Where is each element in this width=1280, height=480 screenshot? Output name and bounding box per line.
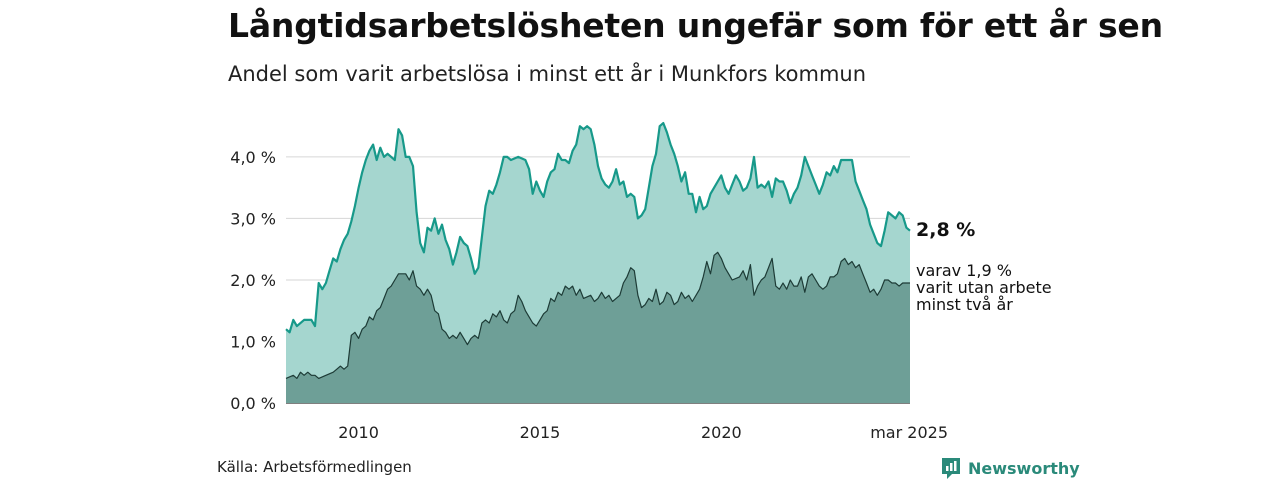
- end-label-sub: minst två år: [916, 295, 1013, 314]
- end-label-sub: varav 1,9 %: [916, 261, 1012, 280]
- series-line-sub: [285, 251, 910, 379]
- brand-name: Newsworthy: [968, 458, 1080, 478]
- source-note: Källa: Arbetsförmedlingen: [217, 458, 412, 476]
- chart-title: Långtidsarbetslösheten ungefär som för e…: [228, 6, 1163, 45]
- y-tick-label: 1,0 %: [230, 332, 276, 351]
- y-tick-label: 2,0 %: [230, 271, 276, 290]
- x-tick-label: 2015: [520, 423, 561, 442]
- series-areas: [285, 121, 911, 403]
- end-label-total: 2,8 %: [916, 219, 975, 241]
- brand-logo[interactable]: Newsworthy: [940, 456, 1080, 480]
- y-tick-label: 3,0 %: [230, 209, 276, 228]
- y-tick-label: 0,0 %: [230, 394, 276, 413]
- x-axis: 2010 2015 2020 mar 2025: [338, 423, 948, 442]
- newsworthy-icon: [942, 458, 960, 479]
- y-axis: 0,0 % 1,0 % 2,0 % 3,0 % 4,0 %: [230, 148, 276, 413]
- end-label-sub: varit utan arbete: [916, 278, 1052, 297]
- chart-subtitle: Andel som varit arbetslösa i minst ett å…: [228, 62, 867, 86]
- series-area-sub: [286, 252, 910, 403]
- x-tick-label: mar 2025: [870, 423, 948, 442]
- y-tick-label: 4,0 %: [230, 148, 276, 167]
- series-line-total: [285, 121, 911, 334]
- x-tick-label: 2010: [338, 423, 379, 442]
- x-tick-label: 2020: [701, 423, 742, 442]
